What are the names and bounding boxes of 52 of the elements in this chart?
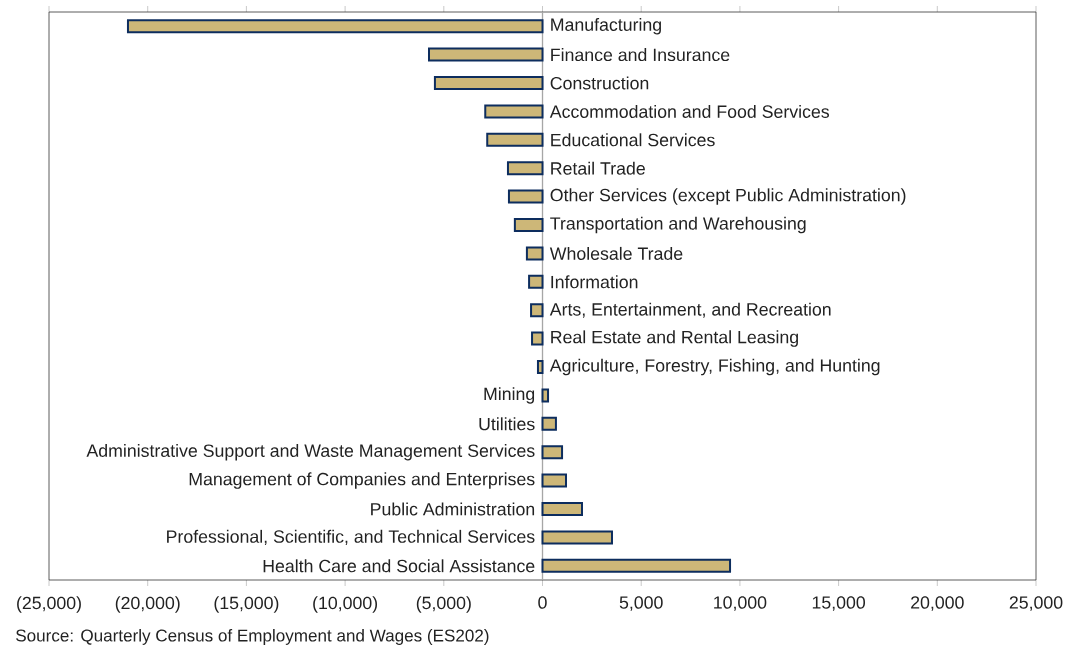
y-tick-label: Accommodation and Food Services	[549, 104, 830, 118]
bar	[536, 360, 544, 375]
bar	[507, 189, 544, 204]
bar	[541, 558, 732, 573]
bar	[530, 303, 544, 318]
y-tick-label: Educational Services	[551, 133, 715, 147]
x-tick-label: 0	[538, 596, 547, 609]
y-tick-label: Arts, Entertainment, and Recreation	[549, 302, 831, 318]
y-tick-label: Real Estate and Rental Leasing	[551, 330, 798, 347]
x-tick-label: (5,000)	[416, 596, 471, 613]
y-tick-label: Public Administration	[371, 502, 535, 516]
bar	[126, 19, 544, 34]
bar	[525, 246, 544, 261]
y-tick-label: Other Services (except Public Administration)	[550, 188, 906, 205]
bar	[506, 161, 544, 176]
bar	[541, 416, 557, 431]
y-tick-label: Management of Companies and Enterprises	[189, 472, 535, 489]
bar	[541, 388, 550, 403]
y-tick-label: Manufacturing	[551, 17, 661, 35]
x-tick-label: (20,000)	[115, 596, 180, 613]
x-tick-label: 25,000	[1009, 596, 1063, 611]
y-tick-label: Construction	[550, 76, 649, 90]
y-tick-label: Utilities	[479, 417, 535, 431]
x-tick-label: (15,000)	[214, 596, 279, 613]
x-tick-label: (25,000)	[17, 596, 81, 613]
y-tick-label: Finance and Insurance	[551, 48, 730, 62]
bar	[484, 104, 544, 119]
bar	[428, 47, 544, 62]
source-note: Source: Quarterly Census of Employment and Wages (ES202)	[16, 629, 489, 645]
bar	[528, 274, 544, 289]
bar	[433, 76, 544, 90]
y-tick-label: Professional, Scientific, and Technical Services	[167, 529, 535, 545]
y-tick-label: Information	[551, 275, 638, 289]
bar	[541, 502, 583, 517]
bar	[531, 331, 544, 346]
y-tick-label: Agriculture, Forestry, Fishing, and Hunting	[549, 358, 880, 376]
bar	[486, 132, 544, 147]
y-tick-label: Wholesale Trade	[549, 246, 683, 260]
bar	[513, 218, 544, 233]
y-tick-label: Mining	[484, 387, 535, 404]
y-tick-label: Retail Trade	[551, 161, 645, 175]
bar	[541, 530, 613, 545]
bar	[541, 473, 567, 488]
x-tick-label: 20,000	[911, 596, 964, 611]
x-tick-label: 15,000	[812, 596, 866, 611]
bar	[541, 445, 564, 460]
x-tick-label: 10,000	[714, 596, 767, 611]
y-tick-label: Administrative Support and Waste Management Services	[86, 443, 535, 461]
x-tick-label: (10,000)	[313, 596, 378, 613]
y-tick-label: Transportation and Warehousing	[550, 216, 806, 234]
x-tick-label: 5,000	[619, 596, 663, 611]
y-tick-label: Health Care and Social Assistance	[263, 559, 535, 573]
